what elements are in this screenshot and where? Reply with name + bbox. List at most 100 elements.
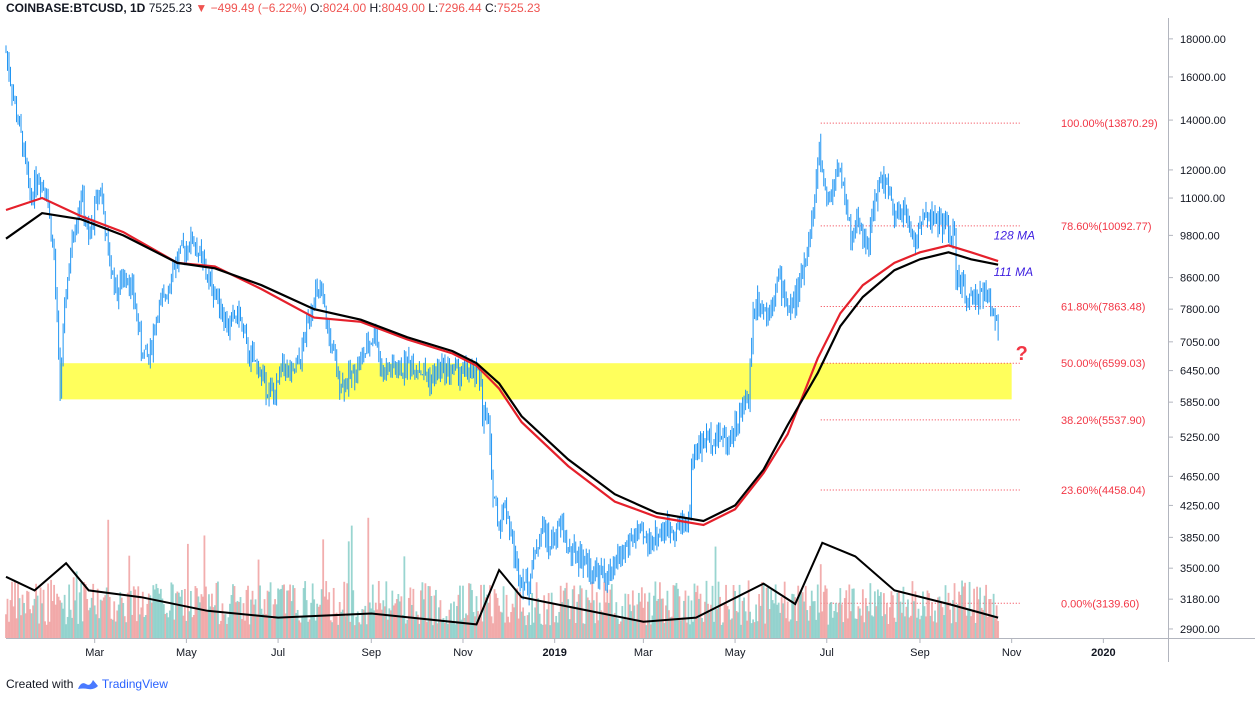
volume-bar bbox=[917, 608, 920, 638]
volume-bar bbox=[197, 596, 200, 638]
volume-bar bbox=[158, 593, 161, 638]
volume-bar bbox=[813, 601, 816, 638]
volume-bar bbox=[858, 608, 861, 638]
volume-bar bbox=[660, 598, 663, 638]
volume-bar bbox=[568, 619, 571, 638]
volume-bar bbox=[71, 617, 74, 638]
volume-bar bbox=[961, 580, 963, 638]
volume-bar bbox=[866, 605, 869, 638]
volume-bar bbox=[432, 625, 434, 638]
volume-bar bbox=[616, 618, 619, 638]
volume-bar bbox=[625, 619, 628, 638]
volume-bar bbox=[997, 621, 1000, 638]
volume-bar bbox=[344, 616, 347, 638]
volume-bar bbox=[526, 615, 529, 638]
volume-bar bbox=[825, 588, 828, 638]
x-tick-label: Mar bbox=[85, 647, 104, 659]
volume-bar bbox=[830, 602, 833, 638]
volume-bar bbox=[65, 624, 68, 638]
volume-bar bbox=[275, 604, 278, 638]
volume-bar bbox=[913, 601, 915, 638]
volume-bar bbox=[29, 609, 31, 638]
volume-bar bbox=[442, 618, 445, 638]
volume-bar bbox=[758, 594, 761, 638]
volume-bar bbox=[770, 589, 773, 638]
volume-bar bbox=[756, 621, 759, 638]
volume-bar bbox=[150, 602, 153, 638]
volume-bar bbox=[179, 596, 182, 638]
volume-bar bbox=[296, 609, 299, 638]
volume-bar bbox=[156, 588, 159, 638]
price-chart[interactable]: 100.00%(13870.29) 78.60%(10092.77) 61.80%(… bbox=[0, 0, 1255, 675]
y-tick-label: 16000.00 bbox=[1180, 72, 1226, 84]
volume-bar bbox=[511, 603, 514, 638]
volume-bar bbox=[965, 615, 968, 638]
volume-bar bbox=[852, 588, 855, 638]
volume-bar bbox=[233, 586, 236, 638]
volume-bar bbox=[762, 583, 765, 638]
volume-bar bbox=[995, 605, 998, 638]
volume-bar bbox=[189, 590, 192, 638]
high-label: H: bbox=[369, 1, 382, 15]
volume-bar bbox=[18, 598, 21, 638]
volume-bar bbox=[501, 612, 503, 638]
volume-bar bbox=[104, 595, 107, 638]
volume-bar bbox=[559, 585, 562, 638]
volume-bar bbox=[801, 592, 804, 638]
volume-bar bbox=[570, 605, 573, 638]
y-tick-label: 7050.00 bbox=[1180, 337, 1220, 349]
volume-bar bbox=[469, 583, 472, 638]
volume-bar bbox=[496, 597, 499, 638]
volume-bar bbox=[821, 611, 824, 638]
volume-bar bbox=[17, 583, 19, 638]
volume-bar bbox=[259, 585, 261, 638]
volume-bar bbox=[361, 609, 364, 638]
volume-bar bbox=[409, 587, 412, 638]
volume-bar bbox=[807, 620, 810, 638]
volume-bar bbox=[678, 596, 681, 638]
volume-bar bbox=[668, 610, 670, 638]
volume-bar bbox=[586, 597, 589, 638]
volume-bar bbox=[457, 594, 460, 638]
volume-bar bbox=[687, 595, 690, 638]
volume-bar bbox=[84, 583, 87, 638]
volume-bar bbox=[310, 602, 313, 638]
volume-bar bbox=[652, 595, 655, 638]
volume-bar bbox=[486, 594, 488, 638]
volume-bar bbox=[308, 619, 311, 638]
volume-bar bbox=[337, 624, 340, 638]
volume-bar bbox=[81, 621, 84, 638]
volume-ma-line bbox=[5, 541, 999, 626]
volume-bar bbox=[977, 599, 980, 638]
volume-bar bbox=[498, 605, 500, 638]
volume-bar bbox=[657, 598, 660, 638]
ma-annotation: 128 MA bbox=[994, 228, 1035, 242]
volume-bar bbox=[489, 585, 491, 638]
volume-bar bbox=[701, 618, 703, 638]
volume-bar bbox=[235, 602, 237, 638]
y-tick-label: 3180.00 bbox=[1180, 594, 1220, 606]
volume-bar bbox=[313, 599, 316, 638]
tradingview-brand[interactable]: TradingView bbox=[101, 677, 168, 691]
volume-bar bbox=[651, 615, 654, 638]
volume-bar bbox=[365, 624, 368, 638]
volume-bar bbox=[119, 592, 122, 638]
volume-bar bbox=[325, 581, 328, 638]
volume-bar bbox=[806, 610, 809, 638]
volume-bar bbox=[507, 616, 509, 638]
volume-bar bbox=[761, 581, 764, 638]
volume-bar bbox=[546, 609, 549, 638]
y-tick-label: 9800.00 bbox=[1180, 230, 1220, 242]
volume-bar bbox=[782, 603, 785, 638]
volume-bar bbox=[260, 608, 263, 638]
volume-bar bbox=[881, 616, 884, 638]
volume-bar bbox=[693, 583, 696, 638]
volume-bar bbox=[988, 599, 991, 638]
volume-bar bbox=[305, 600, 308, 638]
volume-bar bbox=[537, 598, 540, 638]
volume-bar bbox=[565, 582, 568, 638]
volume-bar bbox=[271, 618, 273, 638]
symbol-label[interactable]: COINBASE:BTCUSD, 1D bbox=[6, 1, 146, 15]
volume-bar bbox=[571, 589, 574, 638]
volume-bar bbox=[493, 589, 496, 638]
